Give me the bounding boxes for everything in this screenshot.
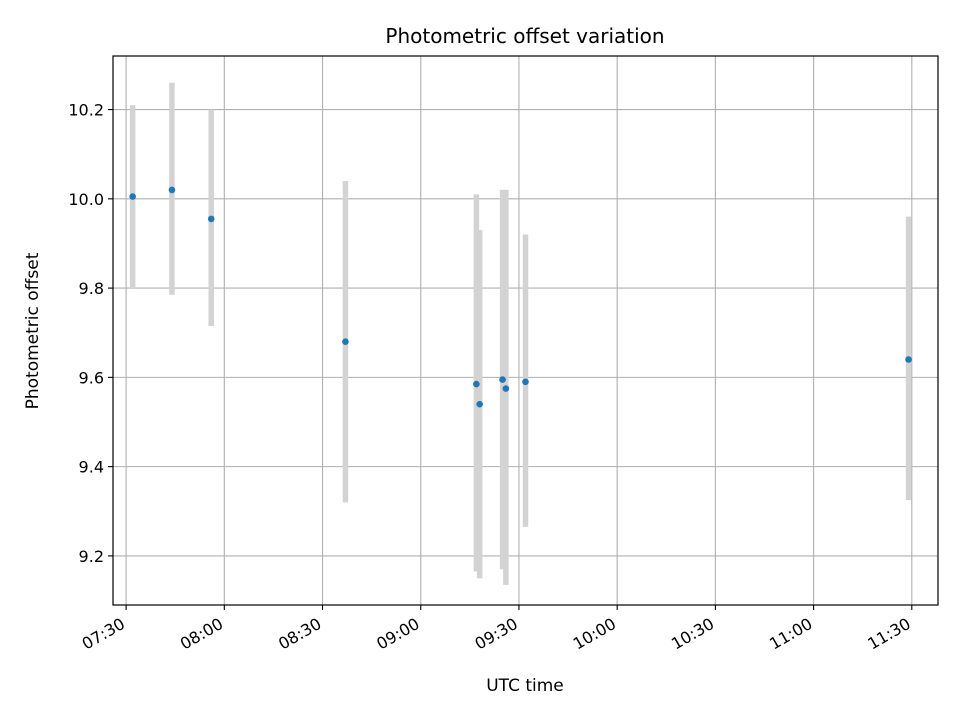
data-point	[502, 385, 510, 392]
plot-frame	[112, 55, 939, 606]
data-point	[129, 193, 136, 200]
x-axis-title: UTC time	[486, 676, 564, 696]
data-point	[905, 356, 912, 363]
data-point	[342, 338, 349, 345]
data-point	[207, 215, 215, 223]
chart-title: Photometric offset variation	[385, 24, 664, 48]
data-points	[129, 186, 912, 408]
y-tick-label: 10.0	[68, 190, 104, 209]
data-point	[476, 400, 483, 408]
y-tick-label: 9.2	[79, 547, 104, 566]
y-tick-label: 9.4	[79, 458, 104, 477]
data-point	[522, 378, 529, 386]
y-tick-label: 9.6	[79, 368, 104, 387]
y-axis: 9.2 9.4 9.6 9.8 10.0 10.2	[68, 101, 113, 566]
data-point	[499, 376, 506, 383]
data-point	[473, 380, 480, 388]
y-tick-label: 9.8	[79, 279, 104, 298]
data-point	[168, 186, 176, 194]
y-tick-label: 10.2	[68, 101, 104, 120]
y-axis-title: Photometric offset	[23, 252, 43, 409]
